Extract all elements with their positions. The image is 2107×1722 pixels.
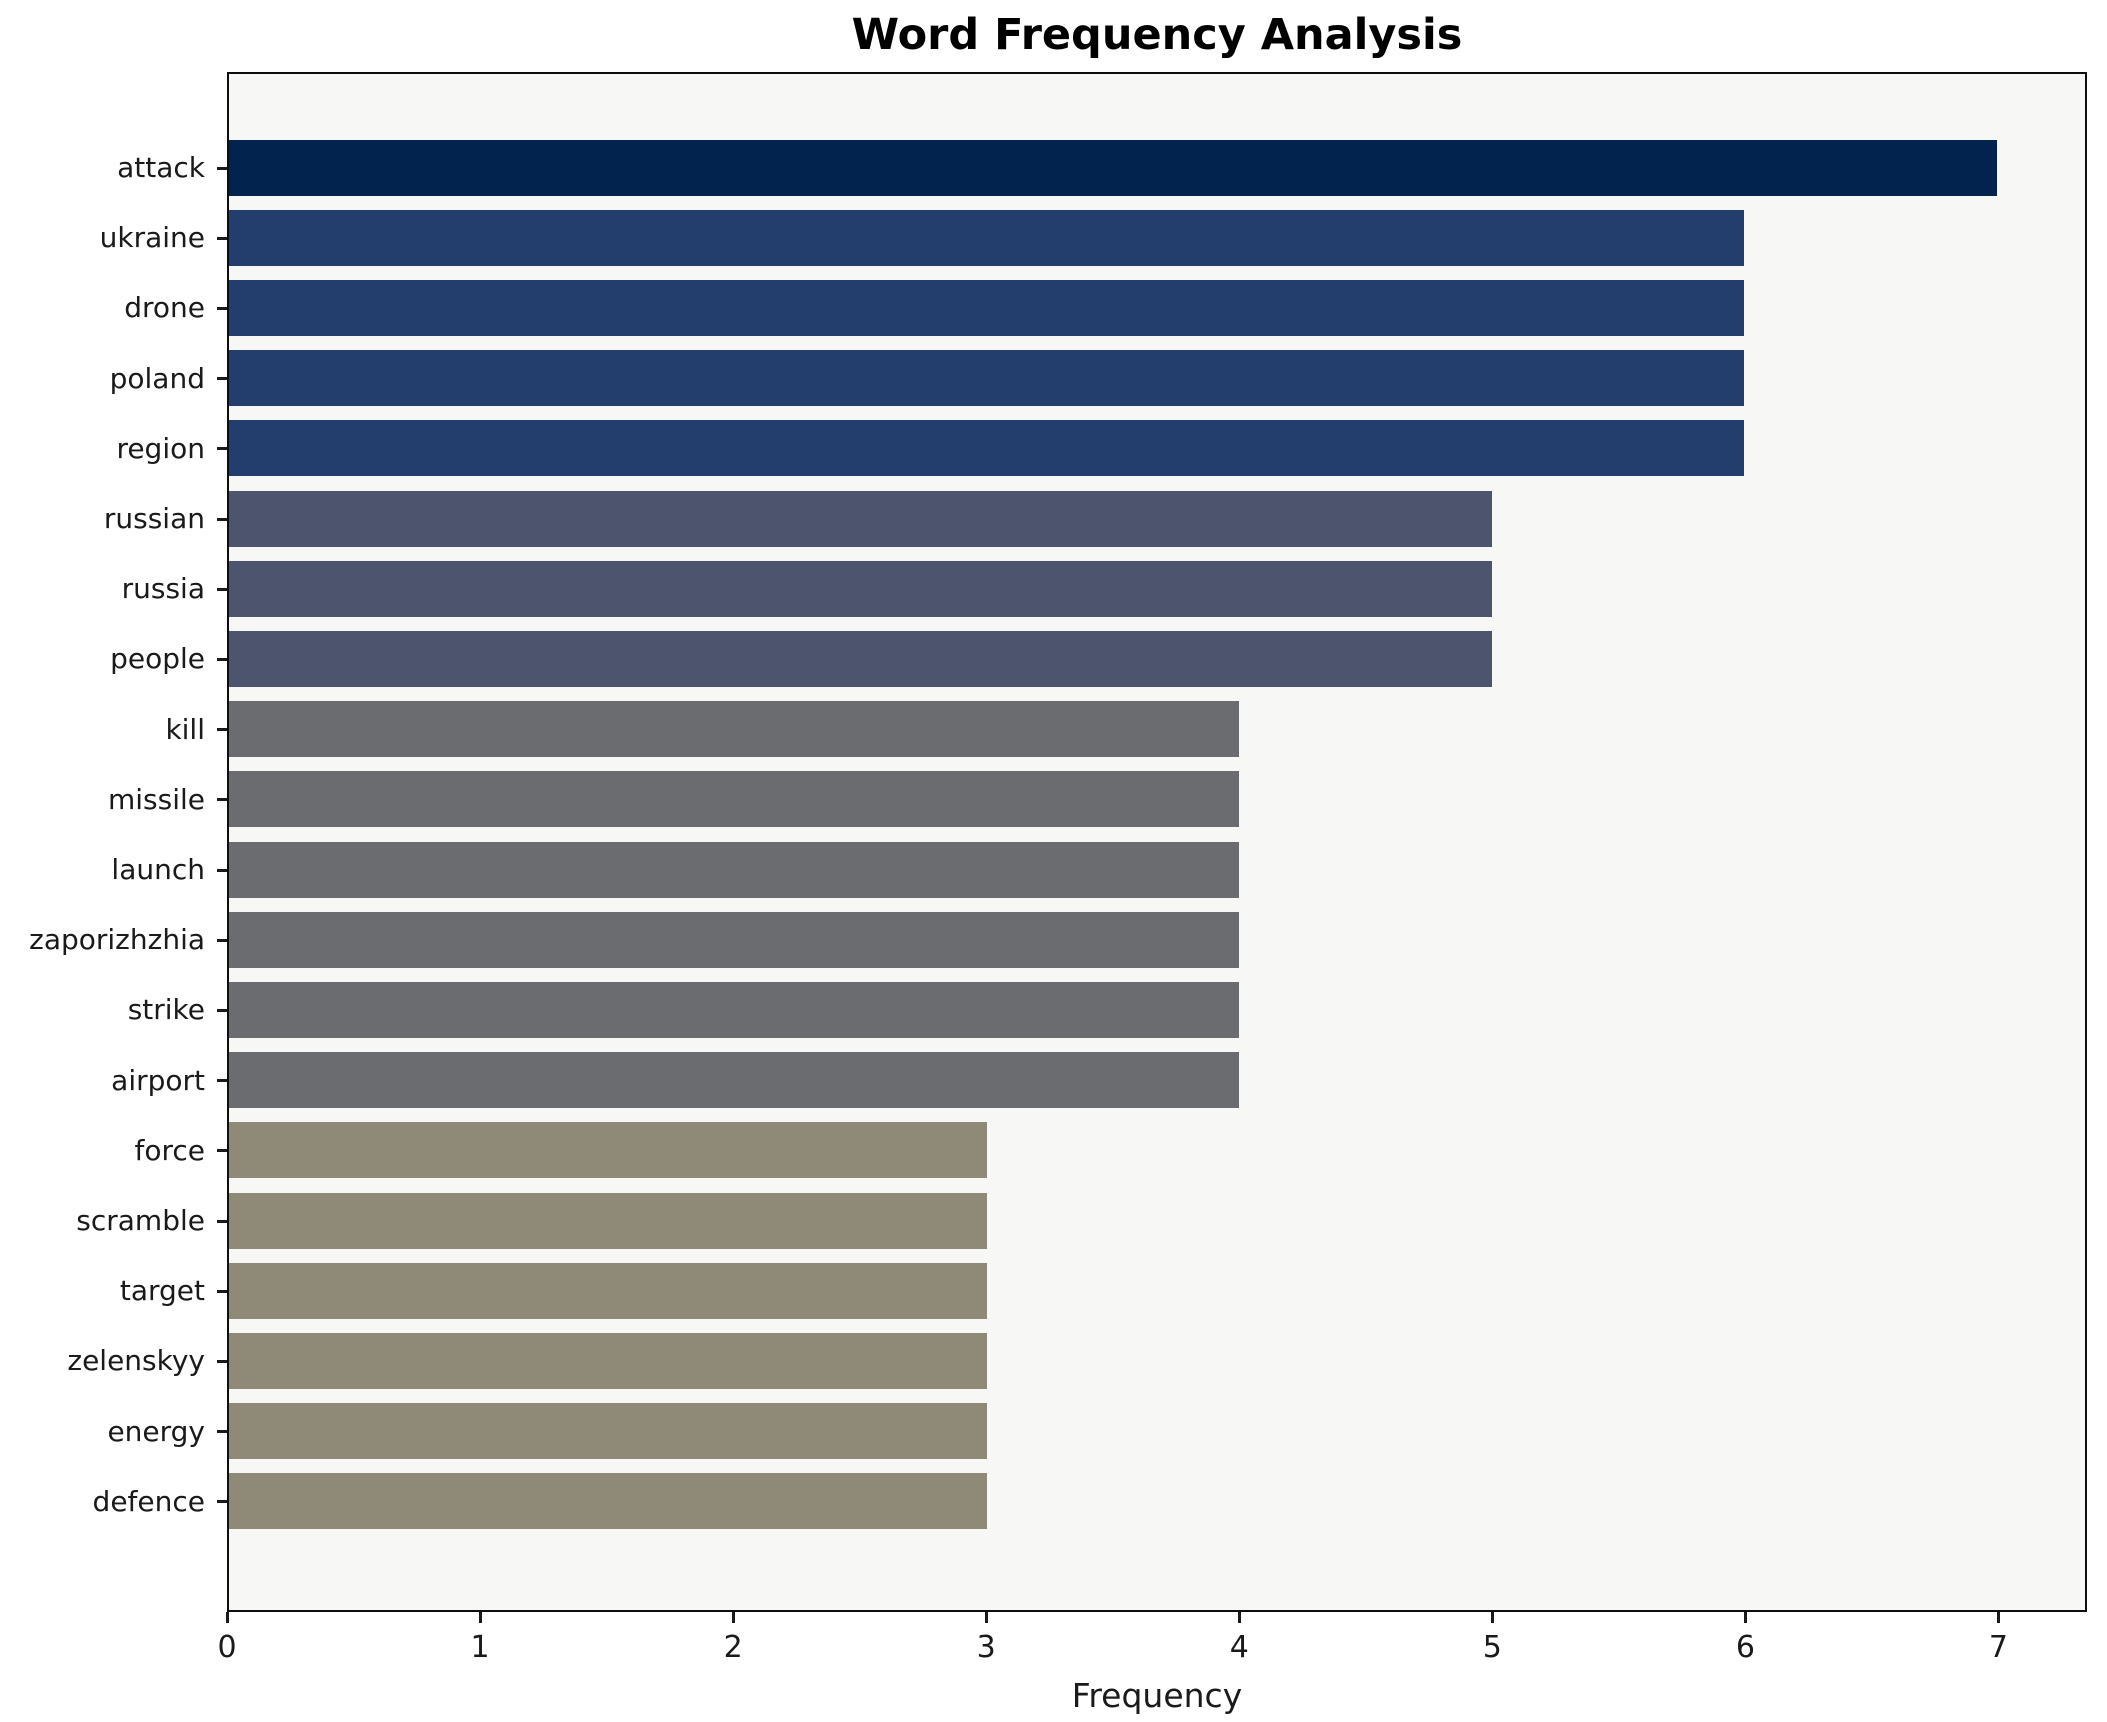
y-tick-kill xyxy=(217,728,227,732)
bar-poland xyxy=(229,350,1745,407)
y-tick-zelenskyy xyxy=(217,1359,227,1363)
x-tick-label-4: 4 xyxy=(1229,1630,1249,1665)
bar-region xyxy=(229,420,1745,477)
bar-target xyxy=(229,1262,987,1319)
y-tick-force xyxy=(217,1149,227,1153)
y-tick-strike xyxy=(217,1008,227,1012)
y-label-kill: kill xyxy=(165,712,205,746)
y-tick-russian xyxy=(217,517,227,521)
bar-defence xyxy=(229,1473,987,1530)
bar-scramble xyxy=(229,1192,987,1249)
x-tick-2 xyxy=(731,1612,735,1623)
bar-attack xyxy=(229,139,1997,196)
y-tick-airport xyxy=(217,1079,227,1083)
bar-russia xyxy=(229,560,1492,617)
y-tick-zaporizhzhia xyxy=(217,938,227,942)
y-label-russian: russian xyxy=(103,502,205,535)
x-tick-label-3: 3 xyxy=(976,1630,996,1665)
y-label-scramble: scramble xyxy=(76,1204,205,1237)
x-axis-label: Frequency xyxy=(1071,1676,1243,1715)
x-tick-3 xyxy=(984,1612,988,1623)
chart-title: Word Frequency Analysis xyxy=(851,10,1463,60)
y-label-drone: drone xyxy=(124,291,205,325)
y-label-force: force xyxy=(134,1133,205,1167)
y-label-launch: launch xyxy=(111,853,205,886)
bar-zaporizhzhia xyxy=(229,911,1240,968)
y-label-target: target xyxy=(119,1274,205,1308)
y-label-region: region xyxy=(116,431,205,465)
bar-russian xyxy=(229,490,1492,547)
bar-airport xyxy=(229,1052,1240,1109)
x-tick-label-1: 1 xyxy=(470,1630,490,1665)
y-label-airport: airport xyxy=(111,1063,205,1097)
y-tick-drone xyxy=(217,306,227,310)
bar-missile xyxy=(229,771,1240,828)
x-tick-7 xyxy=(1996,1612,2000,1623)
y-tick-ukraine xyxy=(217,236,227,240)
x-tick-1 xyxy=(478,1612,482,1623)
y-label-people: people xyxy=(110,642,205,676)
y-tick-region xyxy=(217,447,227,451)
y-tick-poland xyxy=(217,377,227,381)
bar-zelenskyy xyxy=(229,1332,987,1389)
y-tick-target xyxy=(217,1289,227,1293)
y-tick-launch xyxy=(217,868,227,872)
x-tick-6 xyxy=(1743,1612,1747,1623)
y-label-poland: poland xyxy=(109,361,205,395)
y-tick-missile xyxy=(217,798,227,802)
bar-strike xyxy=(229,981,1240,1038)
bar-force xyxy=(229,1122,987,1179)
y-label-zaporizhzhia: zaporizhzhia xyxy=(29,923,205,957)
bar-launch xyxy=(229,841,1240,898)
y-label-missile: missile xyxy=(107,782,205,816)
bar-people xyxy=(229,630,1492,687)
y-tick-scramble xyxy=(217,1219,227,1223)
plot-area xyxy=(227,72,2087,1612)
y-label-zelenskyy: zelenskyy xyxy=(67,1344,205,1378)
y-label-ukraine: ukraine xyxy=(99,221,205,255)
x-tick-label-5: 5 xyxy=(1482,1630,1502,1665)
bar-energy xyxy=(229,1403,987,1460)
x-tick-4 xyxy=(1237,1612,1241,1623)
x-tick-0 xyxy=(225,1612,229,1623)
y-tick-attack xyxy=(217,166,227,170)
x-tick-label-6: 6 xyxy=(1735,1630,1755,1665)
y-label-attack: attack xyxy=(117,151,205,184)
y-tick-people xyxy=(217,657,227,661)
y-label-russia: russia xyxy=(121,572,205,606)
x-tick-label-0: 0 xyxy=(217,1630,237,1665)
bar-ukraine xyxy=(229,209,1745,266)
bar-kill xyxy=(229,701,1240,758)
x-tick-5 xyxy=(1490,1612,1494,1623)
y-label-energy: energy xyxy=(107,1414,205,1448)
x-tick-label-2: 2 xyxy=(723,1630,743,1665)
bar-drone xyxy=(229,279,1745,336)
y-tick-russia xyxy=(217,587,227,591)
y-tick-defence xyxy=(217,1500,227,1504)
x-tick-label-7: 7 xyxy=(1988,1630,2008,1665)
y-label-defence: defence xyxy=(92,1484,205,1518)
y-tick-energy xyxy=(217,1430,227,1434)
y-label-strike: strike xyxy=(127,993,205,1027)
